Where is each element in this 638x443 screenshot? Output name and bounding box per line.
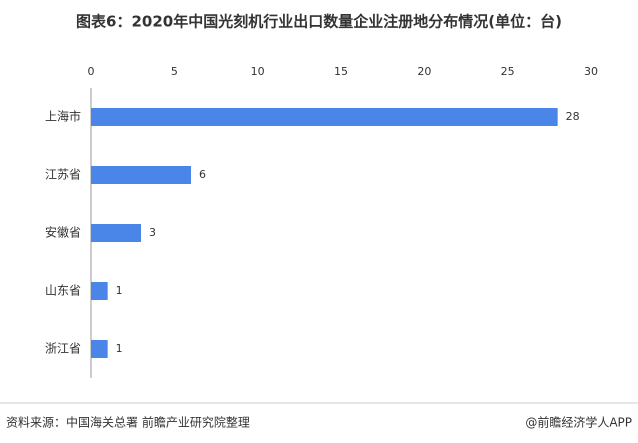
x-tick-label: 10 — [251, 65, 265, 78]
x-tick-label: 25 — [501, 65, 515, 78]
data-label: 28 — [566, 110, 580, 123]
source: 资料来源：中国海关总署 前瞻产业研究院整理 — [6, 415, 250, 430]
data-label: 1 — [116, 342, 123, 355]
y-tick-label: 江苏省 — [45, 168, 81, 182]
x-tick-label: 5 — [171, 65, 178, 78]
data-label: 3 — [149, 226, 156, 239]
bar — [91, 224, 141, 242]
chart-title: 图表6：2020年中国光刻机行业出口数量企业注册地分布情况(单位：台) — [76, 13, 562, 31]
y-tick-label: 安徽省 — [45, 225, 81, 240]
y-tick-label: 上海市 — [45, 109, 81, 124]
x-tick-label: 0 — [88, 65, 95, 78]
y-tick-label: 浙江省 — [45, 342, 81, 356]
bar — [91, 282, 108, 300]
x-tick-label: 15 — [334, 65, 348, 78]
x-tick-label: 30 — [584, 65, 598, 78]
bar — [91, 340, 108, 358]
credit: @前瞻经济学人APP — [525, 415, 632, 430]
data-label: 6 — [199, 168, 206, 181]
y-tick-label: 山东省 — [45, 284, 81, 298]
x-tick-label: 20 — [417, 65, 431, 78]
bar — [91, 166, 191, 184]
bar — [91, 108, 558, 126]
data-label: 1 — [116, 284, 123, 297]
